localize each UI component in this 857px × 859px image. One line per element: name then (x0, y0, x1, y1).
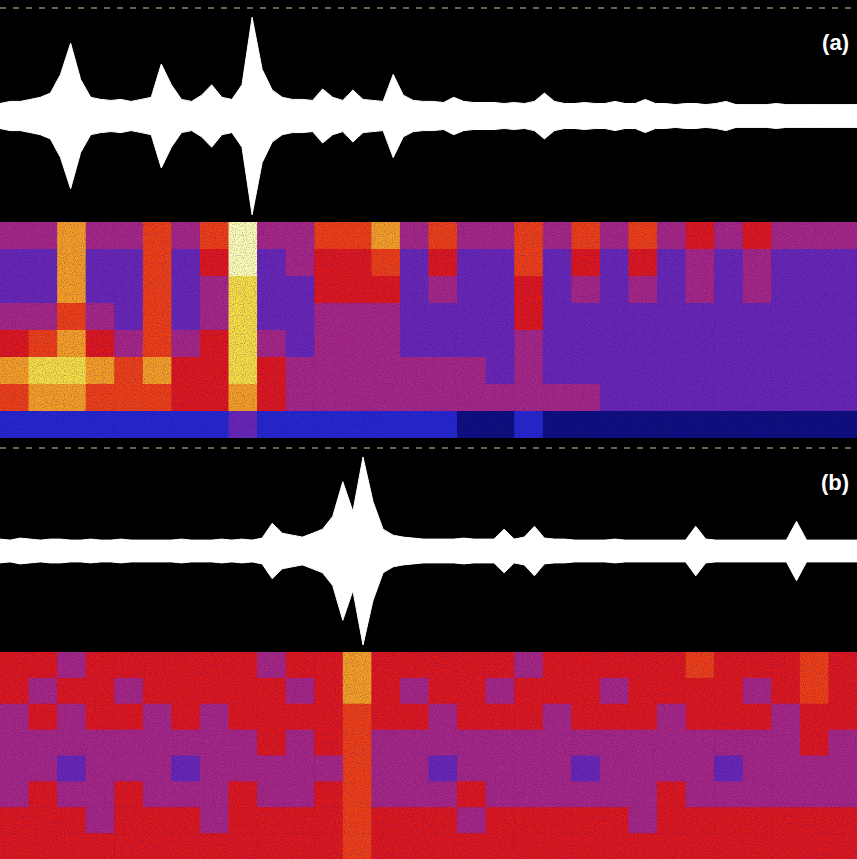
spectrogram (0, 222, 857, 438)
figure: (a) (b) (0, 0, 857, 859)
panel: (a) (0, 0, 857, 439)
waveform-background (0, 440, 857, 650)
waveform-group (0, 17, 857, 215)
waveform-group (0, 457, 857, 645)
panel-label: (b) (821, 470, 849, 495)
time-marks (0, 7, 857, 8)
panel-label: (a) (822, 30, 849, 55)
waveform (0, 457, 857, 645)
time-marks (0, 447, 857, 448)
waveform-background (0, 0, 857, 220)
panel: (b) (0, 440, 857, 859)
waveform (0, 17, 857, 215)
spectrogram (0, 652, 857, 859)
speckle-texture (0, 222, 857, 438)
speckle-texture (0, 652, 857, 859)
